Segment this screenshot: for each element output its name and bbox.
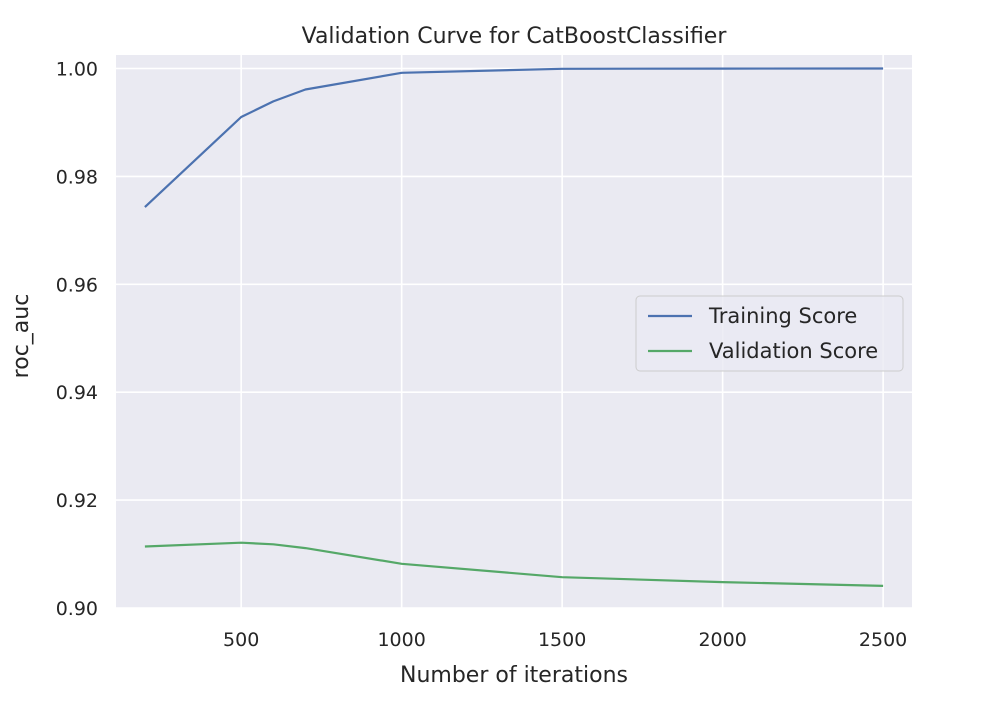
y-tick-label: 0.90: [56, 598, 98, 620]
x-tick-label: 1000: [377, 629, 425, 651]
y-tick-label: 1.00: [56, 58, 98, 80]
x-tick-label: 2000: [698, 629, 746, 651]
y-tick-label: 0.94: [56, 382, 98, 404]
x-axis-label: Number of iterations: [400, 663, 628, 688]
tick-labels: 500 1000 1500 2000 2500 0.90 0.92 0.94 0.96 0.98 1…: [56, 58, 908, 651]
y-tick-label: 0.92: [56, 490, 98, 512]
legend-box: [635, 295, 904, 372]
legend-label: Training Score: [708, 304, 857, 328]
x-tick-label: 1500: [538, 629, 586, 651]
legend-label: Validation Score: [709, 339, 878, 363]
y-axis-label: roc_auc: [9, 294, 34, 379]
series-line-validation: [144, 541, 884, 587]
series-lines: [144, 67, 884, 587]
x-tick-label: 500: [223, 629, 259, 651]
chart-title: Validation Curve for CatBoostClassifier: [302, 24, 728, 49]
x-tick-label: 2500: [859, 629, 907, 651]
series-line-training: [144, 67, 884, 208]
y-tick-label: 0.98: [56, 166, 98, 188]
legend: Training Score Validation Score: [635, 295, 904, 372]
y-tick-label: 0.96: [56, 274, 98, 296]
